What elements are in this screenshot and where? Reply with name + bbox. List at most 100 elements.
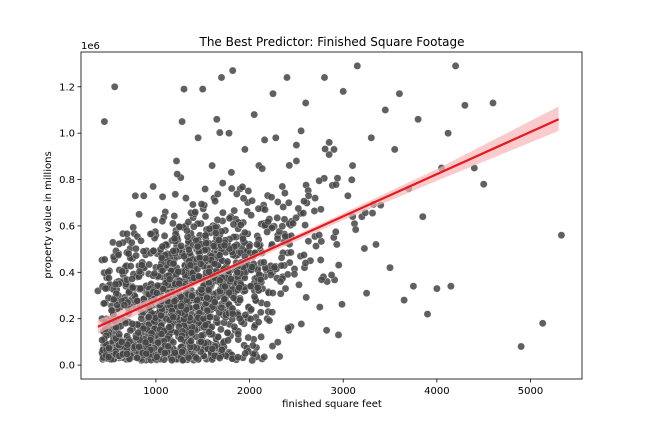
data-point <box>211 197 219 205</box>
y-tick-label: 0.2 <box>59 314 75 325</box>
data-point <box>230 323 239 331</box>
data-point <box>348 161 357 170</box>
data-point <box>150 269 159 278</box>
data-point <box>165 323 173 331</box>
data-point <box>216 128 224 137</box>
data-point <box>332 180 340 189</box>
data-point <box>310 207 319 215</box>
data-point <box>220 295 229 303</box>
data-point <box>157 330 166 338</box>
data-point <box>150 216 159 224</box>
data-point <box>203 306 212 315</box>
data-point <box>154 338 162 347</box>
data-point <box>111 280 120 289</box>
data-point <box>137 237 145 245</box>
data-point <box>332 228 340 236</box>
data-point <box>279 203 287 211</box>
data-point <box>224 336 232 345</box>
x-tick-label: 4000 <box>424 386 449 397</box>
data-point <box>280 215 289 224</box>
data-point <box>157 254 166 262</box>
data-point <box>186 261 195 269</box>
data-point <box>204 286 213 294</box>
data-point <box>211 298 219 306</box>
data-point <box>272 134 280 142</box>
data-point <box>132 251 140 260</box>
data-point <box>190 222 198 231</box>
data-point <box>381 106 390 114</box>
data-point <box>281 284 290 293</box>
data-point <box>236 296 244 304</box>
data-point <box>557 231 566 239</box>
data-point <box>248 356 256 365</box>
y-tick-label: 0.0 <box>59 361 75 372</box>
data-point <box>126 326 135 335</box>
data-point <box>299 209 308 217</box>
data-point <box>193 242 202 251</box>
data-point <box>221 282 229 291</box>
data-point <box>185 245 193 254</box>
data-point <box>294 204 303 213</box>
data-point <box>120 301 129 309</box>
data-point <box>390 145 399 154</box>
data-point <box>274 198 282 206</box>
data-point <box>263 300 271 308</box>
data-point <box>234 330 242 338</box>
data-point <box>146 230 155 238</box>
y-tick-label: 1.0 <box>59 129 75 140</box>
data-point <box>218 346 226 354</box>
data-point <box>160 232 169 240</box>
data-point <box>261 205 269 214</box>
data-point <box>277 261 286 270</box>
data-point <box>489 99 497 107</box>
data-point <box>187 337 195 345</box>
data-point <box>253 283 262 292</box>
data-point <box>94 287 102 295</box>
data-point <box>178 348 186 356</box>
data-point <box>196 260 205 268</box>
data-point <box>278 182 287 191</box>
data-point <box>189 200 197 209</box>
data-point <box>205 225 214 233</box>
data-point <box>220 241 229 250</box>
data-point <box>269 289 277 297</box>
data-point <box>517 342 525 351</box>
data-point <box>254 204 263 213</box>
data-point <box>353 62 362 70</box>
data-point <box>105 274 113 282</box>
data-point <box>246 315 255 323</box>
data-point <box>216 276 224 285</box>
data-point <box>444 129 452 137</box>
data-point <box>201 185 209 193</box>
data-point <box>169 219 177 228</box>
data-point <box>320 73 329 82</box>
data-point <box>250 110 258 119</box>
data-point <box>260 353 269 361</box>
data-point <box>276 277 285 286</box>
data-point <box>269 89 277 98</box>
y-axis-label: property value in millions <box>43 151 54 278</box>
data-point <box>115 330 124 339</box>
data-point <box>219 208 227 217</box>
data-point <box>171 348 179 357</box>
data-point <box>461 101 469 110</box>
y-tick-label: 0.4 <box>59 268 75 279</box>
data-point <box>142 349 151 358</box>
x-tick-label: 3000 <box>330 386 355 397</box>
data-point <box>301 259 310 267</box>
data-point <box>144 313 153 321</box>
data-point <box>447 282 455 290</box>
data-point <box>333 174 342 182</box>
data-point <box>118 267 126 276</box>
data-point <box>192 354 201 363</box>
data-point <box>325 138 333 147</box>
data-point <box>451 62 460 70</box>
data-point <box>213 115 221 124</box>
data-point <box>135 267 144 276</box>
x-tick-label: 2000 <box>237 386 262 397</box>
regression-line <box>97 118 560 328</box>
data-point <box>193 296 201 304</box>
data-point <box>197 285 206 294</box>
data-point <box>265 316 274 325</box>
data-point <box>177 302 185 310</box>
